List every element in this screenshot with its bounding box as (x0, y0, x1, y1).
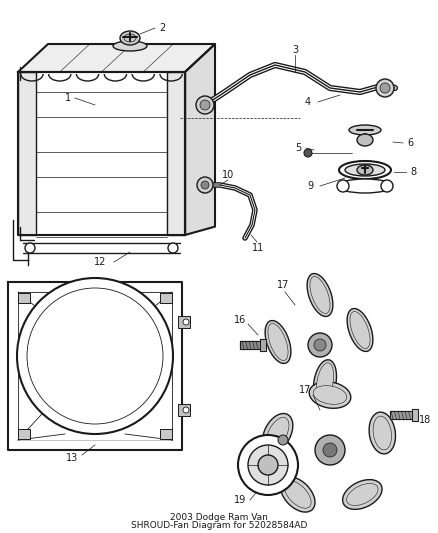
Text: 17: 17 (276, 280, 289, 290)
Polygon shape (8, 282, 182, 450)
Ellipse shape (312, 386, 346, 405)
Circle shape (336, 180, 348, 192)
Text: 8: 8 (409, 167, 415, 177)
Circle shape (201, 181, 208, 189)
Circle shape (322, 443, 336, 457)
Ellipse shape (267, 324, 287, 360)
Circle shape (17, 278, 173, 434)
Ellipse shape (316, 363, 333, 401)
Ellipse shape (337, 179, 392, 193)
Polygon shape (411, 409, 417, 421)
Polygon shape (18, 44, 215, 72)
Circle shape (307, 333, 331, 357)
Text: 17: 17 (298, 385, 311, 395)
Polygon shape (240, 341, 259, 349)
Ellipse shape (265, 320, 290, 364)
Text: 10: 10 (221, 170, 233, 180)
Ellipse shape (368, 412, 395, 454)
Circle shape (197, 177, 212, 193)
Ellipse shape (266, 417, 288, 449)
Text: 19: 19 (233, 495, 246, 505)
Text: 12: 12 (94, 257, 106, 267)
Bar (177, 316, 190, 328)
Circle shape (237, 435, 297, 495)
Ellipse shape (356, 165, 372, 175)
Polygon shape (184, 44, 215, 235)
Circle shape (313, 339, 325, 351)
Text: 11: 11 (251, 243, 264, 253)
Polygon shape (18, 434, 172, 440)
Circle shape (247, 445, 287, 485)
Bar (177, 404, 190, 416)
Text: 5: 5 (294, 143, 300, 153)
Circle shape (27, 288, 162, 424)
Ellipse shape (342, 480, 381, 510)
Text: 3: 3 (291, 45, 297, 55)
Polygon shape (259, 339, 265, 351)
Circle shape (168, 243, 177, 253)
Text: 16: 16 (233, 315, 246, 325)
Ellipse shape (124, 34, 136, 42)
Polygon shape (166, 72, 184, 235)
Ellipse shape (313, 360, 336, 404)
Ellipse shape (356, 134, 372, 146)
Text: 13: 13 (66, 453, 78, 463)
Ellipse shape (113, 41, 147, 51)
Text: 4: 4 (304, 97, 311, 107)
Circle shape (25, 243, 35, 253)
Polygon shape (389, 411, 411, 419)
Ellipse shape (348, 125, 380, 135)
Circle shape (379, 83, 389, 93)
Text: 1: 1 (65, 93, 71, 103)
Circle shape (314, 435, 344, 465)
Text: 9: 9 (306, 181, 312, 191)
Circle shape (380, 180, 392, 192)
Bar (159, 429, 172, 439)
Ellipse shape (338, 161, 390, 179)
Ellipse shape (120, 31, 140, 45)
Circle shape (277, 435, 287, 445)
Ellipse shape (346, 483, 377, 505)
Circle shape (258, 455, 277, 475)
Circle shape (375, 79, 393, 97)
Polygon shape (18, 72, 36, 235)
Ellipse shape (344, 164, 384, 176)
Ellipse shape (283, 481, 311, 508)
Ellipse shape (346, 309, 372, 351)
Text: 2: 2 (159, 23, 165, 33)
Circle shape (183, 407, 189, 413)
Ellipse shape (307, 273, 332, 317)
Ellipse shape (349, 311, 369, 349)
Circle shape (303, 149, 311, 157)
Text: 2003 Dodge Ram Van: 2003 Dodge Ram Van (170, 513, 267, 522)
Polygon shape (18, 72, 184, 235)
Text: 18: 18 (418, 415, 430, 425)
Circle shape (195, 96, 213, 114)
Text: SHROUD-Fan Diagram for 52028584AD: SHROUD-Fan Diagram for 52028584AD (131, 521, 307, 530)
Ellipse shape (262, 414, 292, 453)
Bar (159, 293, 172, 303)
Bar (18, 429, 30, 439)
Text: 6: 6 (406, 138, 412, 148)
Ellipse shape (308, 382, 350, 408)
Circle shape (183, 319, 189, 325)
Ellipse shape (309, 277, 329, 313)
Ellipse shape (372, 416, 391, 450)
Ellipse shape (280, 477, 314, 512)
Circle shape (200, 100, 209, 110)
Bar (18, 293, 30, 303)
